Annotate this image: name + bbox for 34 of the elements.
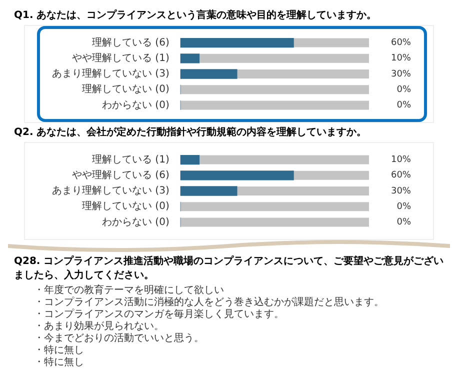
bar: [180, 186, 238, 196]
data-label: 0%: [396, 202, 412, 212]
y-tick-label: わからない (0): [102, 216, 170, 228]
data-label: 60%: [390, 38, 412, 48]
y-tick-label: あまり理解していない (3): [52, 186, 170, 197]
data-label: 0%: [396, 218, 412, 228]
text: ・コンプライアンス活動に消極的な人をどう巻き込むかが課題だと思います。: [34, 297, 385, 308]
y-tick-label: やや理解している (1): [72, 52, 170, 64]
y-tick-label: 理解していない (0): [82, 201, 170, 212]
data-label: 30%: [390, 69, 412, 80]
data-label: 10%: [390, 54, 412, 64]
text: ・コンプライアンスのマンガを毎月楽しく見ています。: [34, 309, 285, 320]
data-label: 10%: [390, 155, 412, 166]
y-tick-label: わからない (0): [102, 100, 170, 111]
chart-title: Q1. あなたは、コンプライアンスという言葉の意味や目的を理解していますか。: [14, 8, 378, 22]
y-tick-label: やや理解している (6): [72, 170, 170, 181]
text: ・年度での教育テーマを明確にして欲しい: [34, 285, 225, 296]
text: ・今までどおりの活動でいいと思う。: [34, 333, 205, 344]
bar: [180, 54, 200, 64]
chart-title: Q2. あなたは、会社が定めた行動指針や行動規範の内容を理解していますか。: [14, 125, 368, 139]
text: ・特に無し: [34, 357, 85, 369]
bar: [180, 154, 200, 165]
y-tick-label: 理解している (6): [92, 37, 170, 48]
data-label: 60%: [390, 170, 412, 181]
text: ・あまり効果が見られない。: [34, 321, 165, 333]
y-tick-label: 理解している (1): [92, 154, 170, 166]
data-label: 30%: [390, 186, 412, 196]
text: ・特に無し: [34, 345, 85, 356]
data-label: 0%: [396, 84, 412, 95]
y-tick-label: 理解していない (0): [82, 84, 170, 96]
bar: [180, 69, 238, 79]
y-tick-label: あまり理解していない (3): [52, 68, 170, 80]
text: Q28. コンプライアンス推進活動や職場のコンプライアンスについて、ご要望やご意見がございましたら、入力してください。: [14, 254, 445, 282]
data-label: 0%: [396, 100, 412, 111]
